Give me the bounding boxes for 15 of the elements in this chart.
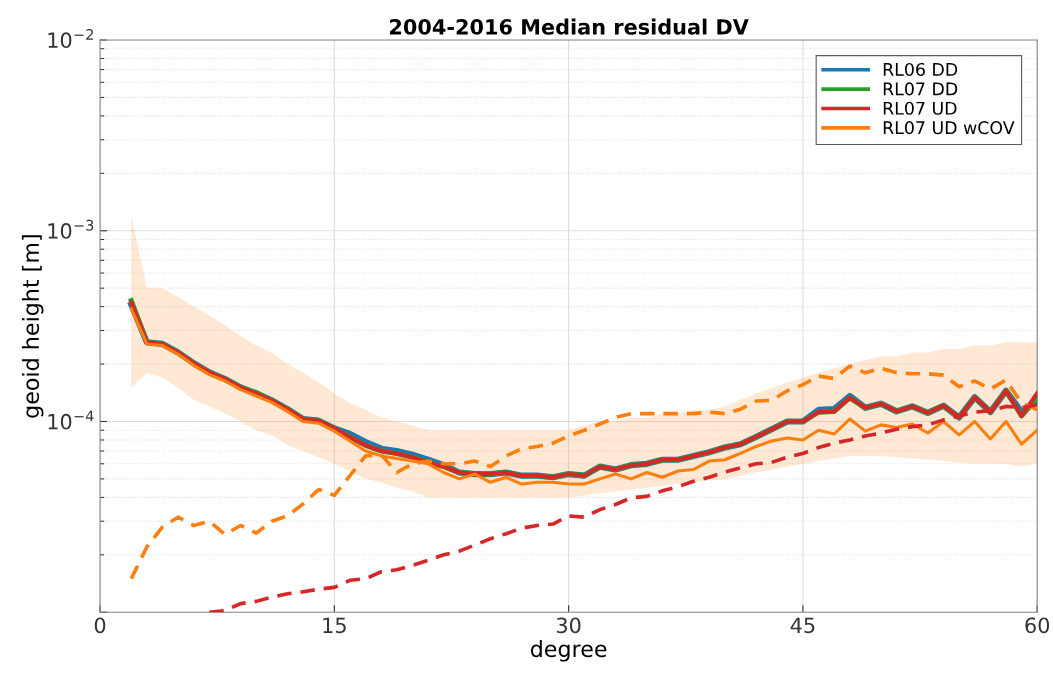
legend-label: RL07 UD — [883, 101, 957, 115]
y-axis-title: geoid height [m] — [21, 235, 44, 418]
x-tick-label: 30 — [556, 617, 581, 634]
chart-title: 2004-2016 Median residual DV — [390, 18, 749, 35]
legend-label: RL07 DD — [883, 82, 958, 96]
legend-label: RL07 UD wCOV — [883, 121, 1015, 135]
x-axis-title: degree — [530, 640, 607, 662]
y-tick-label: 10$^{−4}$ — [48, 410, 94, 430]
x-tick-label: 15 — [323, 617, 346, 634]
x-tick-label: 60 — [1025, 617, 1050, 634]
x-tick-label: 0 — [94, 617, 106, 634]
y-tick-label: 10$^{−3}$ — [48, 219, 94, 239]
y-tick-label: 10$^{−2}$ — [48, 28, 93, 49]
x-tick-label: 45 — [790, 617, 815, 634]
legend-label: RL06 DD — [883, 62, 958, 77]
